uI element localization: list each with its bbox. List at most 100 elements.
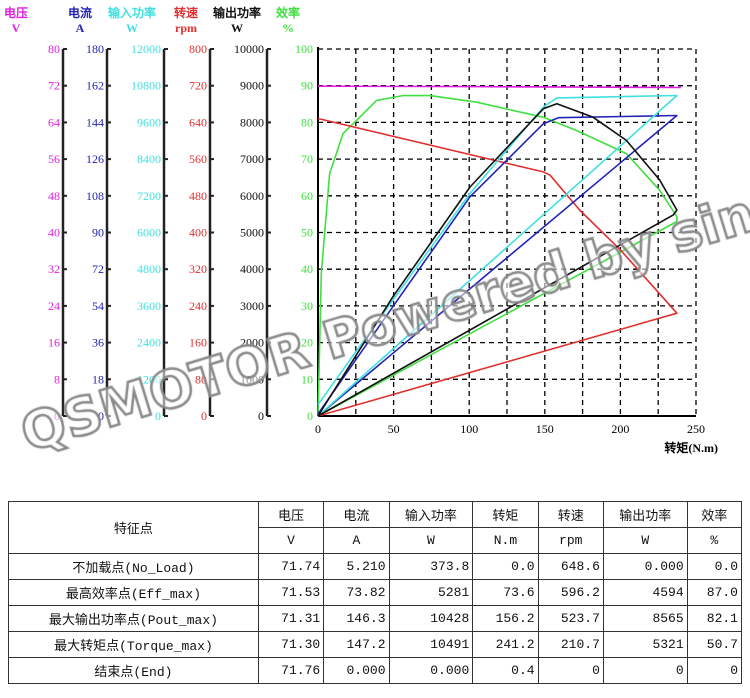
column-header: 输入功率	[388, 501, 474, 528]
output_power-tick-label: 2000	[240, 336, 264, 350]
cell-value: 82.1	[686, 605, 743, 632]
voltage-tick-label: 8	[54, 372, 60, 386]
cell-value: 10491	[388, 631, 474, 658]
column-unit: W	[388, 527, 474, 554]
cell-value: 4594	[602, 579, 688, 606]
current-tick-label: 180	[86, 42, 104, 56]
input_power-tick-label: 10800	[131, 79, 161, 93]
cell-value: 10428	[388, 605, 474, 632]
cell-value: 50.7	[686, 631, 743, 658]
characteristic-points-table: 特征点 电压 电流 输入功率 转矩 转速 输出功率 效率 V A W N.m rpm W% 不加载点(No_…	[8, 501, 743, 684]
voltage-axis-unit: V	[12, 21, 21, 35]
cell-value: 5.210	[323, 553, 390, 580]
input_power-axis-unit: W	[126, 21, 138, 35]
speed-tick-label: 400	[189, 226, 207, 240]
cell-value: 73.6	[472, 579, 539, 606]
efficiency-axis-unit: %	[282, 21, 294, 35]
speed-tick-label: 560	[189, 152, 207, 166]
voltage-tick-label: 48	[48, 189, 60, 203]
current-tick-label: 144	[86, 115, 104, 129]
x-tick-label: 50	[388, 422, 400, 436]
x-tick-label: 200	[611, 422, 629, 436]
input_power-tick-label: 3600	[137, 299, 161, 313]
column-header: 电流	[323, 501, 390, 528]
column-unit: A	[323, 527, 390, 554]
current-tick-label: 18	[92, 372, 104, 386]
cell-value: 87.0	[686, 579, 743, 606]
voltage-tick-label: 80	[48, 42, 60, 56]
motor-performance-chart: 0 50 100 150 200 250转矩(N.m)电压V081624324048566…	[4, 5, 718, 455]
speed-tick-label: 160	[189, 336, 207, 350]
cell-value: 71.30	[257, 631, 325, 658]
row-name: 结束点(End)	[8, 657, 259, 684]
cell-value: 146.3	[323, 605, 390, 632]
current-tick-label: 90	[92, 226, 104, 240]
row-name: 最高效率点(Eff_max)	[8, 579, 259, 606]
cell-value: 0.0	[686, 553, 743, 580]
column-unit: W	[602, 527, 688, 554]
cell-value: 71.76	[257, 657, 325, 684]
cell-value: 0.0	[472, 553, 539, 580]
cell-value: 73.82	[323, 579, 390, 606]
cell-value: 0	[537, 657, 604, 684]
cell-value: 648.6	[537, 553, 604, 580]
efficiency-tick-label: 40	[301, 262, 313, 276]
voltage-axis-title: 电压	[4, 5, 28, 20]
cell-value: 373.8	[388, 553, 474, 580]
efficiency-tick-label: 20	[301, 336, 313, 350]
cell-value: 71.53	[257, 579, 325, 606]
row-name: 不加载点(No_Load)	[8, 553, 259, 580]
input_power-tick-label: 1200	[137, 372, 161, 386]
current-tick-label: 0	[98, 409, 104, 423]
cell-value: 0	[686, 657, 743, 684]
output_power-tick-label: 9000	[240, 79, 264, 93]
speed-tick-label: 80	[195, 372, 207, 386]
speed-tick-label: 0	[201, 409, 207, 423]
voltage-curve	[317, 85, 681, 89]
output_power-axis-title: 输出功率	[213, 5, 261, 20]
input_power-tick-label: 12000	[131, 42, 161, 56]
cell-value: 523.7	[537, 605, 604, 632]
input_power-tick-label: 0	[155, 409, 161, 423]
current-axis-title: 电流	[68, 5, 92, 20]
x-tick-label: 250	[687, 422, 705, 436]
output_power-tick-label: 8000	[240, 115, 264, 129]
output_power-tick-label: 7000	[240, 152, 264, 166]
cell-value: 5321	[602, 631, 688, 658]
row-name: 最大转矩点(Torque_max)	[8, 631, 259, 658]
cell-value: 5281	[388, 579, 474, 606]
current-tick-label: 162	[86, 79, 104, 93]
output_power-tick-label: 0	[258, 409, 264, 423]
voltage-tick-label: 72	[48, 79, 60, 93]
cell-value: 596.2	[537, 579, 604, 606]
x-tick-label: 0	[315, 422, 321, 436]
x-tick-label: 100	[460, 422, 478, 436]
current-tick-label: 36	[92, 336, 104, 350]
voltage-tick-label: 64	[48, 115, 60, 129]
cell-value: 241.2	[472, 631, 539, 658]
table-unit-row: V A W N.m rpm W%	[9, 527, 743, 554]
speed-tick-label: 720	[189, 79, 207, 93]
output_power-curve	[317, 102, 678, 417]
output_power-tick-label: 4000	[240, 262, 264, 276]
efficiency-tick-label: 100	[295, 42, 313, 56]
efficiency-tick-label: 70	[301, 152, 313, 166]
cell-value: 147.2	[323, 631, 390, 658]
input_power-axis-title: 输入功率	[108, 5, 156, 20]
efficiency-tick-label: 80	[301, 115, 313, 129]
speed-tick-label: 240	[189, 299, 207, 313]
voltage-tick-label: 24	[48, 299, 60, 313]
input_power-tick-label: 6000	[137, 226, 161, 240]
output_power-tick-label: 3000	[240, 299, 264, 313]
input_power-tick-label: 4800	[137, 262, 161, 276]
voltage-tick-label: 0	[54, 409, 60, 423]
output_power-axis-unit: W	[231, 21, 243, 35]
efficiency-tick-label: 10	[301, 372, 313, 386]
output_power-tick-label: 10000	[234, 42, 264, 56]
output_power-tick-label: 6000	[240, 189, 264, 203]
column-unit: %	[686, 527, 743, 554]
voltage-tick-label: 32	[48, 262, 60, 276]
input_power-tick-label: 7200	[137, 189, 161, 203]
column-header: 转矩	[472, 501, 539, 528]
column-header: 输出功率	[602, 501, 688, 528]
